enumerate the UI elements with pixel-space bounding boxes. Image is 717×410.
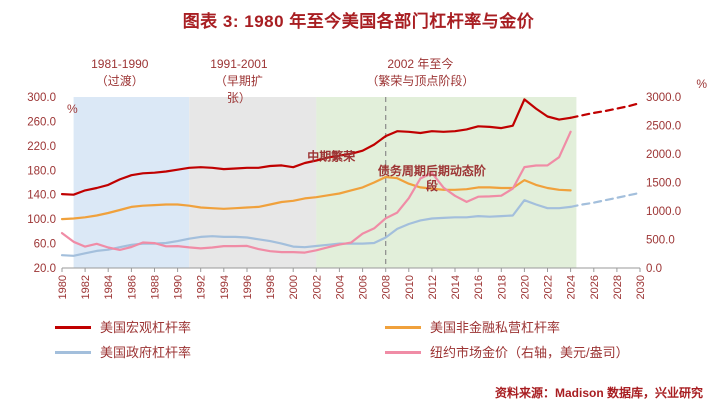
legend-label-macro: 美国宏观杠杆率 <box>100 320 192 335</box>
legend-item-private: 美国非金融私营杠杆率 <box>385 320 703 336</box>
series-lines <box>60 98 642 257</box>
svg-text:（早期扩: （早期扩 <box>215 74 263 88</box>
svg-text:3000.0: 3000.0 <box>646 92 681 104</box>
legend-swatch-macro <box>55 326 91 330</box>
legend-swatch-gold <box>385 350 421 354</box>
svg-text:1990: 1990 <box>173 275 185 299</box>
legend-item-macro: 美国宏观杠杆率 <box>55 320 385 336</box>
svg-text:220.0: 220.0 <box>27 141 56 153</box>
svg-text:1998: 1998 <box>265 275 277 299</box>
legend-item-government: 美国政府杠杆率 <box>55 345 385 361</box>
x-axis-labels: 1980 1982 1984 1986 1988 1990 1992 1994 1996 1998… <box>57 268 647 299</box>
svg-text:2006: 2006 <box>358 275 370 299</box>
svg-text:1982: 1982 <box>80 275 92 299</box>
svg-text:2016: 2016 <box>473 275 485 299</box>
svg-text:1991-2001: 1991-2001 <box>210 57 268 71</box>
svg-text:2002: 2002 <box>311 275 323 299</box>
svg-text:2004: 2004 <box>334 275 346 299</box>
legend: 美国宏观杠杆率 美国非金融私营杠杆率 美国政府杠杆率 纽约市场金价（右轴，美元/… <box>55 320 703 360</box>
legend-swatch-private <box>385 326 421 330</box>
legend-label-government: 美国政府杠杆率 <box>100 344 192 360</box>
page-title: 图表 3: 1980 年至今美国各部门杠杆率与金价 <box>182 12 535 31</box>
svg-text:1988: 1988 <box>150 275 162 299</box>
series-government-forecast <box>569 191 642 208</box>
left-axis-labels: 300.0 260.0 220.0 180.0 140.0 100.0 60.0 20.0 <box>27 92 56 275</box>
series-private <box>60 175 572 221</box>
svg-text:2000.0: 2000.0 <box>646 149 681 161</box>
leverage-gold-chart: 1981-1990 （过渡） 1991-2001 （早期扩张） 2002 年至今 （繁荣与… <box>0 40 717 320</box>
svg-text:180.0: 180.0 <box>27 165 56 177</box>
svg-text:1000.0: 1000.0 <box>646 206 681 218</box>
svg-text:1992: 1992 <box>196 275 208 299</box>
series-gold <box>60 130 572 254</box>
svg-text:300.0: 300.0 <box>27 92 56 104</box>
svg-text:1986: 1986 <box>126 275 138 299</box>
svg-text:2018: 2018 <box>496 275 508 299</box>
svg-text:2024: 2024 <box>566 275 578 299</box>
svg-text:2026: 2026 <box>589 275 601 299</box>
svg-text:1981-1990: 1981-1990 <box>91 57 149 71</box>
svg-text:债务周期后期动态阶: 债务周期后期动态阶 <box>378 163 487 178</box>
legend-item-gold: 纽约市场金价（右轴，美元/盎司） <box>385 345 703 361</box>
legend-swatch-government <box>55 350 91 354</box>
svg-text:2000: 2000 <box>288 275 300 299</box>
svg-text:1984: 1984 <box>103 275 115 299</box>
left-axis-unit: % <box>67 102 78 116</box>
series-macro-forecast <box>569 101 642 119</box>
svg-text:2010: 2010 <box>404 275 416 299</box>
svg-text:2028: 2028 <box>612 275 624 299</box>
svg-text:1500.0: 1500.0 <box>646 178 681 190</box>
svg-text:2022: 2022 <box>543 275 555 299</box>
svg-text:260.0: 260.0 <box>27 116 56 128</box>
svg-text:2002 年至今: 2002 年至今 <box>387 56 453 71</box>
svg-text:1994: 1994 <box>219 275 231 299</box>
svg-text:140.0: 140.0 <box>27 190 56 202</box>
right-axis-unit: % <box>696 77 707 91</box>
svg-text:1980: 1980 <box>57 275 69 299</box>
svg-text:2014: 2014 <box>450 275 462 299</box>
svg-text:2030: 2030 <box>635 275 647 299</box>
svg-text:（过渡）: （过渡） <box>96 73 144 88</box>
svg-text:中期繁荣: 中期繁荣 <box>307 149 356 164</box>
svg-text:（繁荣与顶点阶段）: （繁荣与顶点阶段） <box>366 73 474 88</box>
svg-text:2008: 2008 <box>381 275 393 299</box>
right-axis-labels: 3000.0 2500.0 2000.0 1500.0 1000.0 500.0 0.0 <box>646 92 681 275</box>
svg-text:60.0: 60.0 <box>34 239 56 251</box>
svg-text:张）: 张） <box>227 91 251 105</box>
svg-text:2500.0: 2500.0 <box>646 121 681 133</box>
legend-label-private: 美国非金融私营杠杆率 <box>430 320 561 335</box>
svg-text:2012: 2012 <box>427 275 439 299</box>
svg-text:0.0: 0.0 <box>646 263 662 275</box>
svg-text:20.0: 20.0 <box>34 263 56 275</box>
svg-text:1996: 1996 <box>242 275 254 299</box>
svg-text:2020: 2020 <box>519 275 531 299</box>
source-note: 资料来源：Madison 数据库，兴业研究 <box>494 386 703 400</box>
svg-text:段: 段 <box>426 178 439 193</box>
svg-text:500.0: 500.0 <box>646 235 675 247</box>
svg-text:100.0: 100.0 <box>27 214 56 226</box>
series-macro <box>60 98 572 196</box>
legend-label-gold: 纽约市场金价（右轴，美元/盎司） <box>430 344 629 360</box>
